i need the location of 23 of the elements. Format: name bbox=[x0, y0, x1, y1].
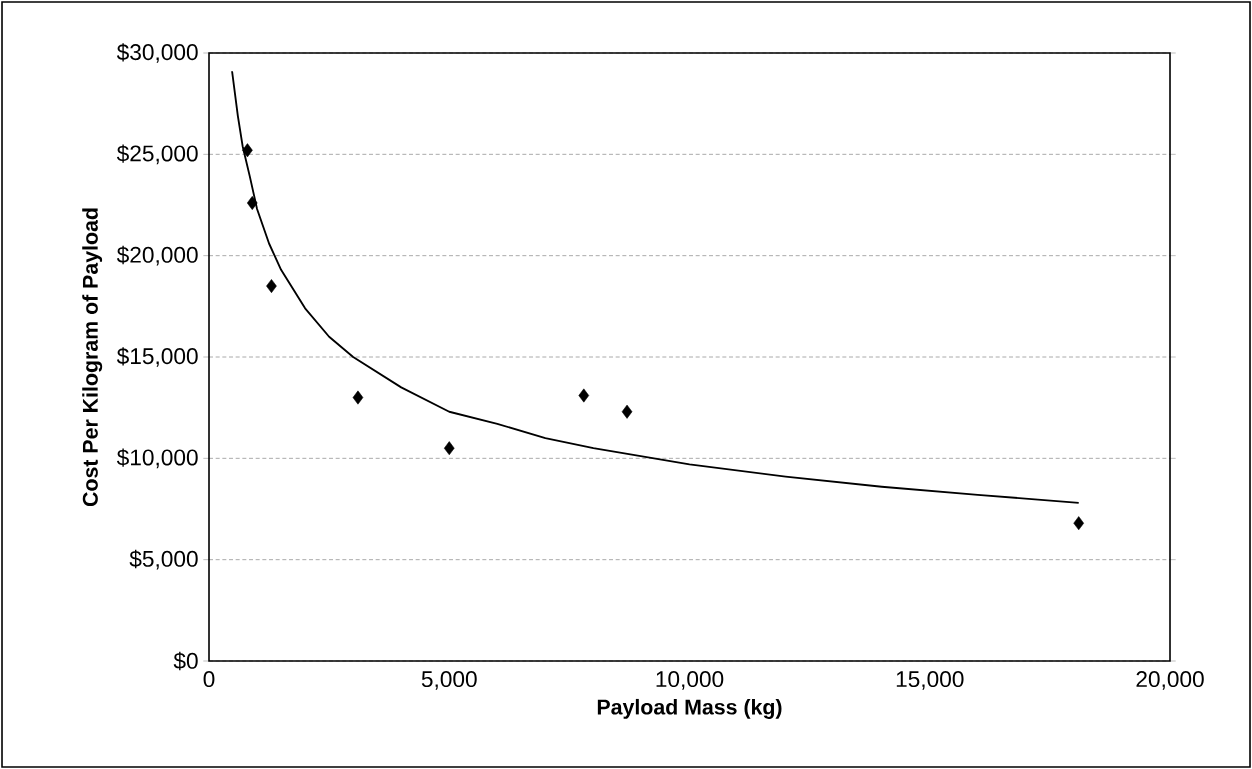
x-tick-label: 10,000 bbox=[656, 671, 724, 690]
y-tick-label: $0 bbox=[173, 651, 198, 671]
y-tick-label: $20,000 bbox=[116, 245, 198, 266]
y-tick-label: $30,000 bbox=[116, 43, 198, 63]
x-axis-title: Payload Mass (kg) bbox=[597, 698, 782, 719]
x-tick-label: 0 bbox=[203, 671, 215, 688]
line-series bbox=[231, 70, 1080, 504]
point bbox=[621, 404, 633, 419]
x-tick-label: 5,000 bbox=[421, 671, 477, 690]
y-axis-title: Cost Per Kilogram of Payload bbox=[82, 208, 103, 507]
y-tick-label: $10,000 bbox=[116, 448, 198, 469]
y-tick-label: $25,000 bbox=[116, 144, 198, 165]
point bbox=[578, 388, 590, 403]
x-tick-label: 15,000 bbox=[896, 671, 964, 690]
point bbox=[266, 279, 277, 294]
y-tick-label: $15,000 bbox=[116, 347, 198, 367]
point bbox=[242, 143, 253, 158]
x-tick-label: 20,000 bbox=[1136, 671, 1204, 690]
y-tick-label: $5,000 bbox=[129, 549, 198, 570]
point bbox=[246, 196, 258, 210]
point bbox=[443, 441, 455, 456]
point bbox=[1073, 516, 1084, 531]
point bbox=[352, 390, 364, 405]
